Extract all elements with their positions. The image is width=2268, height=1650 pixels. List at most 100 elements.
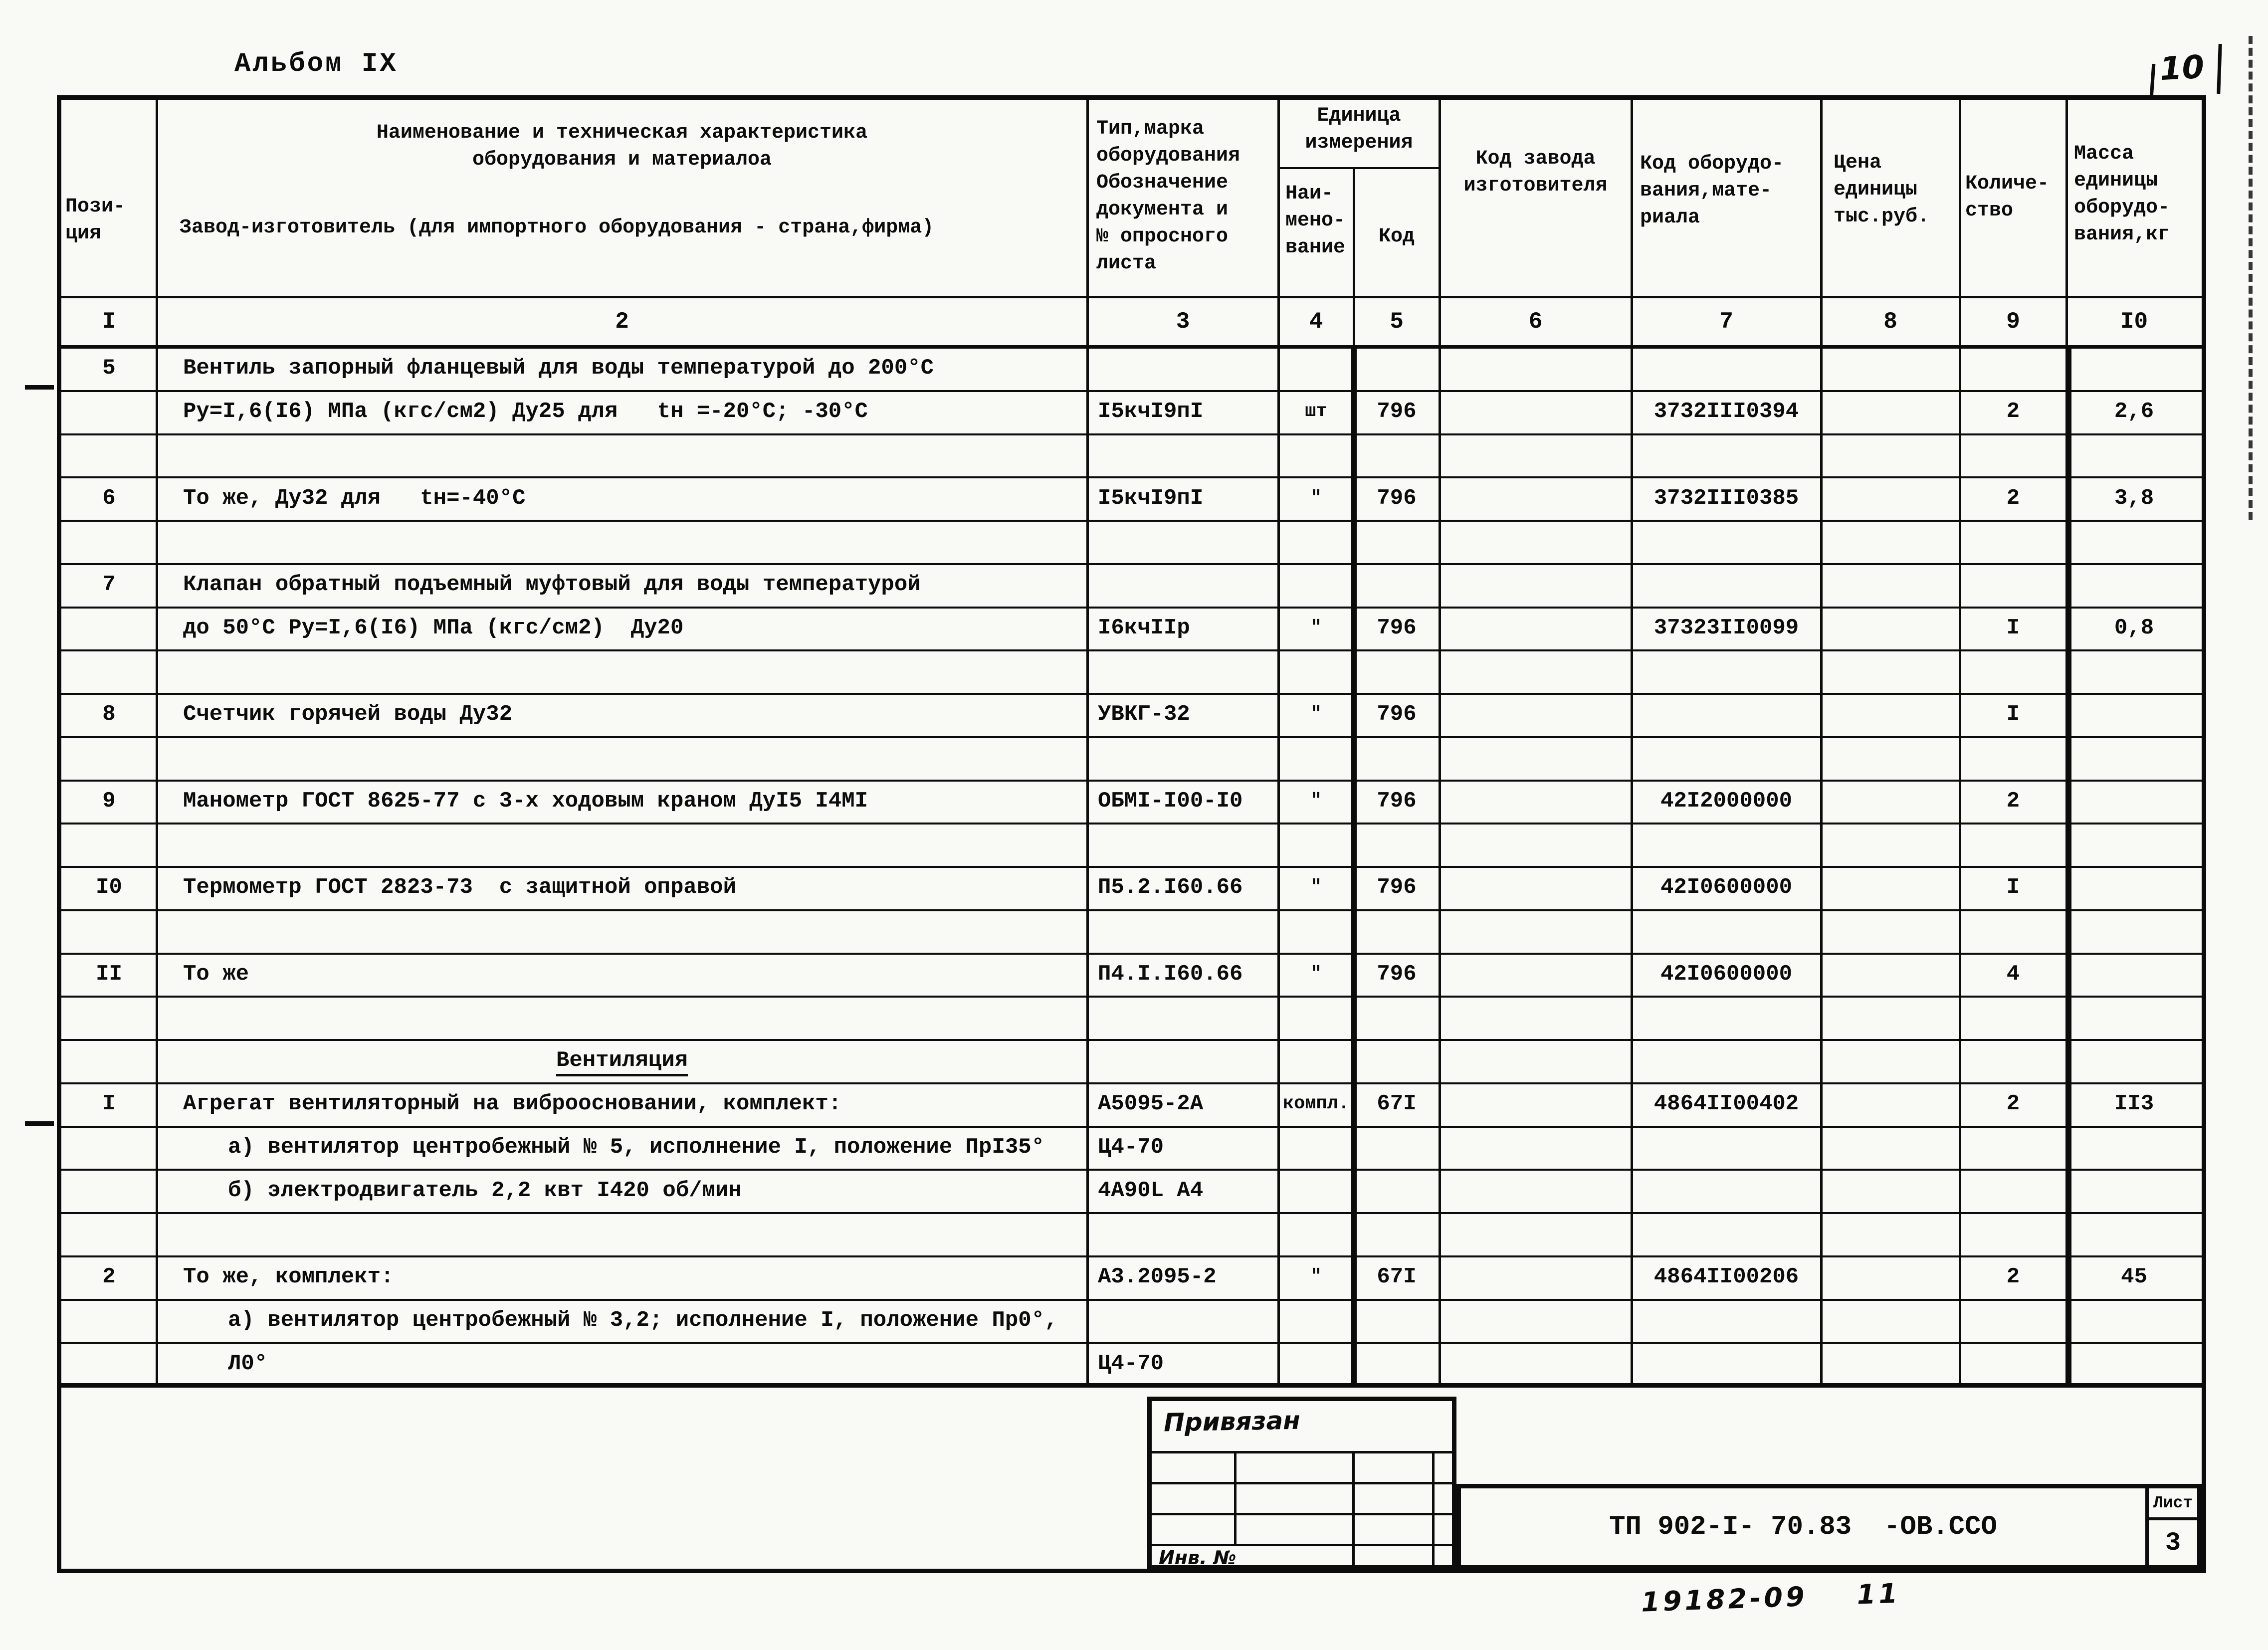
document-number: ТП 902-I- 70.83 -ОВ.ССО <box>1609 1511 1997 1542</box>
table-outer-border <box>57 95 2206 1573</box>
grid-hline <box>61 736 2202 738</box>
cell-unit: компл. <box>1282 1093 1350 1115</box>
sheet-number: 3 <box>2165 1528 2181 1558</box>
col-number-8: 8 <box>1883 309 1897 335</box>
cell-qty: 2 <box>2006 399 2020 424</box>
cell-name: Вентиляция <box>556 1048 688 1073</box>
cell-unit: " <box>1310 704 1322 725</box>
grid-vline <box>1277 100 1280 1385</box>
col-number-9: 9 <box>2006 309 2020 335</box>
cell-name: Л0° <box>228 1351 268 1376</box>
cell-type: Ц4-70 <box>1098 1134 1164 1160</box>
cell-equip_code: 42I0600000 <box>1660 875 1793 900</box>
cell-type: I5кчI9пI <box>1098 399 1204 424</box>
grid-hline <box>61 1126 2202 1128</box>
stamp-line <box>1432 1451 1435 1565</box>
cell-pos: 2 <box>102 1264 116 1290</box>
cell-qty: 2 <box>2006 1264 2020 1290</box>
grid-vline <box>2065 100 2068 1385</box>
grid-hline <box>61 1039 2202 1041</box>
col-header-unit-code: Код <box>1378 225 1415 248</box>
grid-hline <box>61 1299 2202 1301</box>
col-number-2: 2 <box>615 309 629 335</box>
cell-pos: 9 <box>102 788 116 814</box>
tick-mark-left <box>2149 63 2156 98</box>
cell-type: Ц4-70 <box>1098 1351 1164 1376</box>
cell-mass: 3,8 <box>2114 485 2154 511</box>
cell-name: Вентиль запорный фланцевый для воды темп… <box>183 356 934 381</box>
col-header-factory-code: Код завода изготовителя <box>1463 148 1608 197</box>
cell-type: П4.I.I60.66 <box>1098 961 1243 987</box>
margin-dash <box>25 385 54 390</box>
cell-name: То же, комплект: <box>183 1264 394 1290</box>
cell-equip_code: 42I0600000 <box>1660 961 1793 987</box>
cell-name: Ру=I,6(I6) МПа (кгс/см2) Ду25 для tн =-2… <box>183 399 868 424</box>
scan-edge-artifact <box>2249 36 2253 520</box>
col-number-5: 5 <box>1390 309 1404 335</box>
cell-equip_code: 3732III0385 <box>1653 485 1799 511</box>
cell-qty: I <box>2006 615 2020 640</box>
cell-type: ОБМI-I00-I0 <box>1098 788 1243 814</box>
cell-name: б) электродвигатель 2,2 квт I420 об/мин <box>228 1178 742 1203</box>
stamp-line <box>1352 1451 1355 1565</box>
cell-qty: I <box>2006 702 2020 727</box>
grid-vline <box>156 100 158 1385</box>
cell-pos: 5 <box>102 356 116 381</box>
cell-qty: 2 <box>2006 485 2020 511</box>
grid-hline <box>61 520 2202 522</box>
cell-name: Манометр ГОСТ 8625-77 с 3-х ходовым кран… <box>183 788 868 814</box>
cell-equip_code: 37323II0099 <box>1653 615 1799 640</box>
grid-hline <box>61 607 2202 609</box>
cell-unit_code: 796 <box>1377 875 1417 900</box>
cell-equip_code: 4864II00402 <box>1653 1091 1799 1117</box>
grid-hline <box>61 1082 2202 1084</box>
col-header-type-mark: Тип,марка оборудования Обозначение докум… <box>1096 118 1240 275</box>
cell-pos: 7 <box>102 572 116 598</box>
cell-unit_code: 796 <box>1377 399 1417 424</box>
stamp-line <box>1152 1513 1452 1515</box>
cell-name: а) вентилятор центробежный № 3,2; исполн… <box>228 1307 1058 1333</box>
grid-vline <box>1631 100 1633 1385</box>
col-header-price: Цена единицы тыс.руб. <box>1834 152 1930 228</box>
stamp-line <box>1234 1451 1237 1544</box>
grid-hline <box>61 345 2202 349</box>
cell-type: А3.2095-2 <box>1098 1264 1217 1290</box>
cell-unit_code: 796 <box>1377 615 1417 640</box>
cell-name: Клапан обратный подъемный муфтовый для в… <box>183 572 921 598</box>
col-header-quantity: Количе- ство <box>1965 173 2050 222</box>
cell-mass: II3 <box>2114 1091 2154 1117</box>
title-block-divider <box>2145 1488 2149 1565</box>
cell-name: Счетчик горячей воды Ду32 <box>183 702 513 727</box>
cell-unit_code: 796 <box>1377 702 1417 727</box>
cell-name: Термометр ГОСТ 2823-73 с защитной оправо… <box>183 875 736 900</box>
cell-equip_code: 42I2000000 <box>1660 788 1793 814</box>
cell-unit: " <box>1310 790 1322 812</box>
cell-unit: " <box>1310 617 1322 638</box>
cell-unit: " <box>1310 963 1322 985</box>
col-header-factory: Завод-изготовитель (для импортного обору… <box>180 216 934 239</box>
col-number-6: 6 <box>1528 309 1543 335</box>
stamp-box: Привязан Инв. № <box>1147 1397 1456 1570</box>
cell-equip_code: 3732III0394 <box>1653 399 1799 424</box>
cell-type: А5095-2А <box>1098 1091 1204 1117</box>
cell-qty: 2 <box>2006 1091 2020 1117</box>
cell-mass: 0,8 <box>2114 615 2154 640</box>
cell-unit: " <box>1310 1266 1322 1288</box>
col-number-10: I0 <box>2120 309 2148 335</box>
sheet-label: Лист <box>2153 1493 2193 1512</box>
cell-qty: I <box>2006 875 2020 900</box>
grid-hline <box>1278 167 1440 169</box>
cell-pos: II <box>96 961 122 987</box>
grid-vline <box>1959 100 1961 1385</box>
album-label: Альбом IX <box>234 49 398 79</box>
cell-mass: 2,6 <box>2114 399 2154 424</box>
col-header-unit-name: Наи- мено- вание <box>1285 183 1346 259</box>
title-block-divider <box>2149 1517 2197 1520</box>
col-number-1: I <box>102 309 116 335</box>
cell-unit_code: 796 <box>1377 961 1417 987</box>
grid-hline <box>61 693 2202 695</box>
grid-vline <box>1820 100 1823 1385</box>
col-header-mass: Масса единицы оборудо- вания,кг <box>2074 143 2170 246</box>
grid-hline <box>61 909 2202 911</box>
cell-unit_code: 796 <box>1377 485 1417 511</box>
